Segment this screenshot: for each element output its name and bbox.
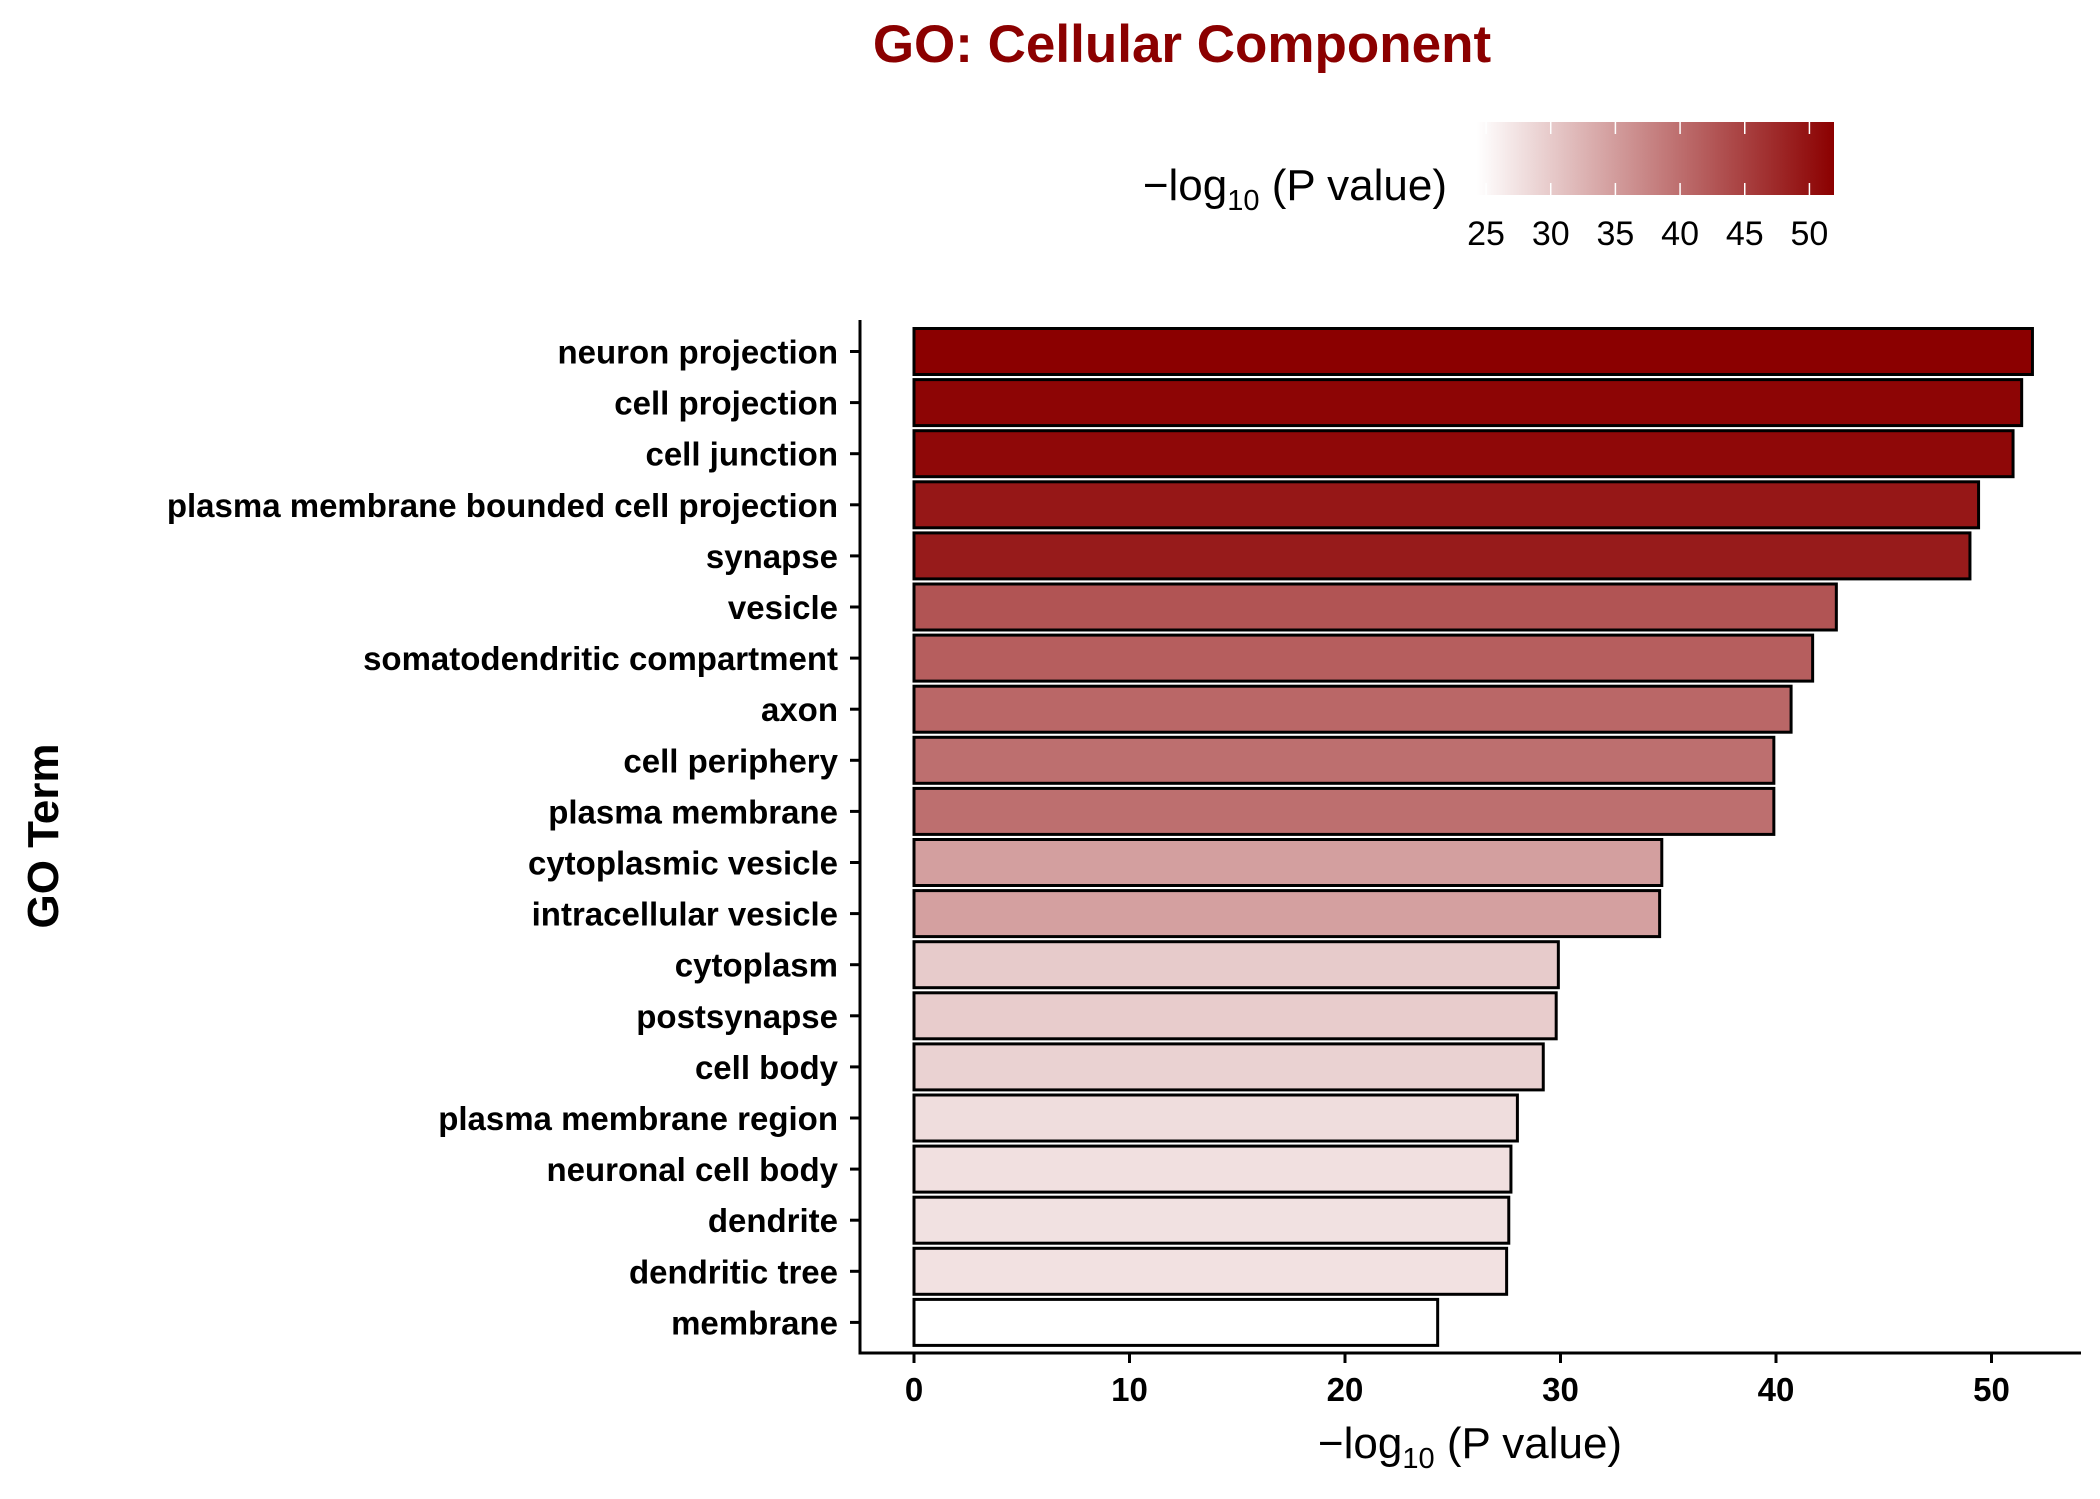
- category-label: cell periphery: [623, 742, 838, 779]
- x-tick-label: 20: [1327, 1371, 1364, 1408]
- category-label: cell projection: [614, 385, 838, 422]
- category-label: cell junction: [645, 436, 838, 473]
- x-axis-ticks: 0 10 20 30 40 50: [905, 1353, 2010, 1408]
- category-label: neuron projection: [558, 334, 839, 371]
- category-label: plasma membrane: [548, 793, 838, 830]
- bars: [912, 327, 2034, 1347]
- x-tick-label: 30: [1542, 1371, 1579, 1408]
- bar: [912, 480, 1981, 530]
- legend-title: −log10 (P value): [1143, 161, 1447, 217]
- plot-area: neuron projection cell projection cell jun…: [167, 320, 2081, 1408]
- legend-tick-label: 45: [1726, 215, 1764, 253]
- bar: [912, 940, 1560, 990]
- bar: [912, 684, 1793, 734]
- bar: [912, 786, 1776, 836]
- bar: [912, 327, 2034, 376]
- bar: [912, 378, 2024, 428]
- category-label: axon: [761, 691, 838, 728]
- category-label: postsynapse: [636, 998, 838, 1035]
- color-legend: −log10 (P value) 25 30 35 40 45 50: [1143, 122, 1834, 253]
- bar: [912, 531, 1972, 581]
- category-label: cytoplasmic vesicle: [528, 845, 838, 882]
- bar: [912, 735, 1776, 785]
- bar: [912, 889, 1662, 939]
- bar: [912, 1144, 1513, 1194]
- category-label: neuronal cell body: [546, 1151, 838, 1188]
- category-label: somatodendritic compartment: [363, 640, 838, 677]
- bar: [912, 1297, 1440, 1347]
- category-label: dendrite: [708, 1202, 838, 1239]
- category-label: cell body: [695, 1049, 839, 1086]
- x-tick-label: 40: [1758, 1371, 1795, 1408]
- legend-tick-label: 25: [1467, 215, 1505, 253]
- category-label: synapse: [706, 538, 838, 575]
- legend-tick-label: 40: [1661, 215, 1699, 253]
- category-label: intracellular vesicle: [532, 896, 838, 933]
- category-label: plasma membrane bounded cell projection: [167, 487, 838, 524]
- bar: [912, 429, 2015, 479]
- bar: [912, 1093, 1519, 1143]
- x-tick-label: 50: [1973, 1371, 2010, 1408]
- x-tick-label: 10: [1111, 1371, 1148, 1408]
- x-tick-label: 0: [905, 1371, 923, 1408]
- y-axis-title: GO Term: [19, 743, 68, 928]
- legend-tick-label: 50: [1791, 215, 1829, 253]
- legend-tick-label: 35: [1596, 215, 1634, 253]
- category-label: cytoplasm: [675, 947, 838, 984]
- bar: [912, 1246, 1509, 1296]
- legend-colorbar: [1477, 122, 1834, 195]
- chart-title: GO: Cellular Component: [873, 15, 1491, 74]
- category-label: membrane: [671, 1304, 838, 1341]
- bar: [912, 991, 1558, 1041]
- category-label: vesicle: [728, 589, 838, 626]
- bar: [912, 582, 1838, 632]
- bar: [912, 838, 1664, 887]
- legend-tick-label: 30: [1532, 215, 1570, 253]
- legend-ticks: 25 30 35 40 45 50: [1467, 122, 1828, 253]
- category-label: plasma membrane region: [438, 1100, 838, 1137]
- category-label: dendritic tree: [629, 1253, 838, 1290]
- bar: [912, 1195, 1511, 1245]
- bar: [912, 1042, 1545, 1092]
- x-axis-title: −log10 (P value): [1318, 1419, 1622, 1475]
- category-labels: neuron projection cell projection cell jun…: [167, 334, 860, 1341]
- bar: [912, 633, 1815, 683]
